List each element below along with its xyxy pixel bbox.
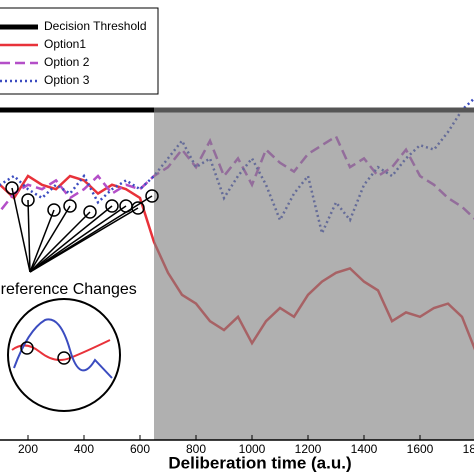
x-tick-label: 1800: [463, 442, 474, 456]
x-tick-label: 200: [18, 442, 38, 456]
x-tick-label: 1600: [407, 442, 434, 456]
legend-label: Option1: [44, 37, 86, 51]
shaded-region: [154, 110, 474, 440]
legend-box: [0, 7, 159, 95]
legend-label: Decision Threshold: [44, 19, 147, 33]
x-tick-label: 400: [74, 442, 94, 456]
x-tick-label: 1400: [351, 442, 378, 456]
annotation-arrows: [5, 181, 159, 273]
x-tick-label: 800: [186, 442, 206, 456]
x-axis-label: Deliberation time (a.u.): [168, 453, 351, 472]
inset: [7, 298, 121, 412]
annotation: Preference Changes: [0, 281, 137, 298]
legend: Decision Threshold Option1 Option 2 Option …: [0, 7, 159, 95]
x-tick-label: 1000: [239, 442, 266, 456]
plot-area: 020040060080010001200140016001800: [0, 96, 474, 456]
legend-label: Option 3: [44, 73, 90, 87]
legend-label: Option 2: [44, 55, 90, 69]
x-tick-label: 600: [130, 442, 150, 456]
x-tick-label: 1200: [295, 442, 322, 456]
